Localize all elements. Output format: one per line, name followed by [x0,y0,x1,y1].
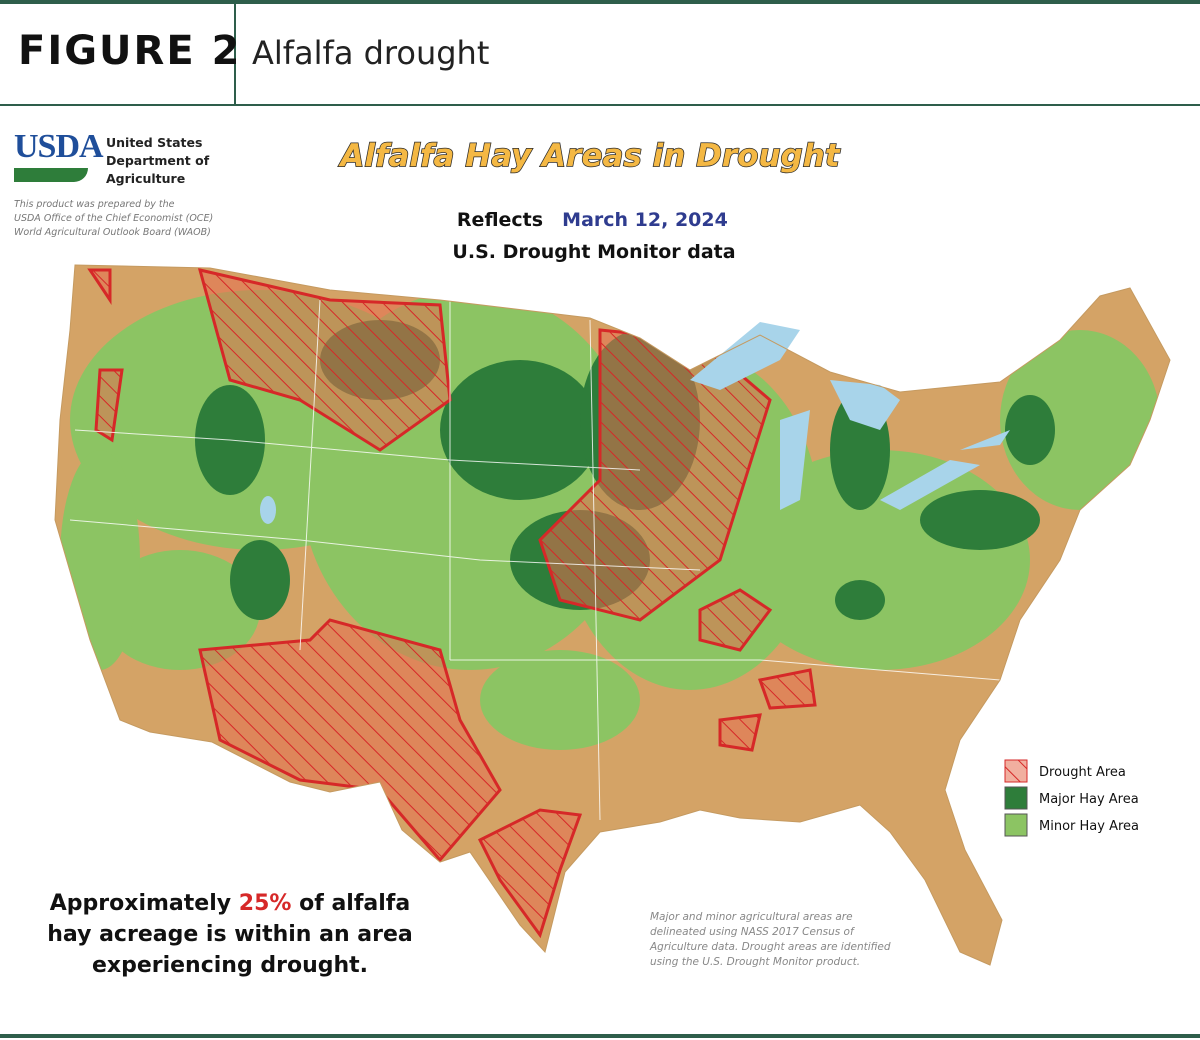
note-line: This product was prepared by the [14,199,175,210]
header-rule [0,104,1200,106]
legend: Drought Area Major Hay Area Minor Hay Ar… [1004,759,1139,837]
note-line: USDA Office of the Chief Economist (OCE) [14,213,214,224]
prepared-note: This product was prepared by the USDA Of… [14,198,213,240]
map-title: Alfalfa Hay Areas in Drought [337,138,840,174]
top-rule [0,0,1200,4]
callout-text: of alfalfa hay acreage is within an area… [47,891,413,978]
agency-line: Agriculture [106,171,186,186]
great-lakes [260,322,1010,524]
callout: Approximately 25% of alfalfa hay acreage… [30,888,430,981]
map-subtitle: U.S. Drought Monitor data [452,241,735,263]
legend-swatch-major [1004,786,1028,810]
map-date: March 12, 2024 [562,209,728,231]
agency-line: Department of [106,153,210,168]
legend-label: Major Hay Area [1039,792,1139,807]
agency-line: United States [106,135,203,150]
callout-highlight: 25% [238,891,292,916]
legend-label: Drought Area [1039,765,1126,780]
legend-swatch-minor [1004,813,1028,837]
legend-swatch-drought [1004,759,1028,783]
note-line: World Agricultural Outlook Board (WAOB) [14,227,211,238]
agency-name: United States Department of Agriculture [106,134,209,188]
map-body [55,265,1170,965]
header-divider [234,4,236,104]
bottom-rule [0,1034,1200,1038]
usda-logo-mark [14,168,88,182]
usda-logo: USDA [14,128,104,165]
figure-label: FIGURE 2 [18,28,242,74]
reflects-label: Reflects [457,209,543,231]
methodology-note: Major and minor agricultural areas are d… [650,911,891,968]
figure-title: Alfalfa drought [252,34,490,72]
callout-text: Approximately [49,891,232,916]
us-outline [54,264,1171,966]
legend-label: Minor Hay Area [1039,819,1139,834]
map: Alfalfa Hay Areas in Drought Reflects Ma… [54,137,1171,966]
